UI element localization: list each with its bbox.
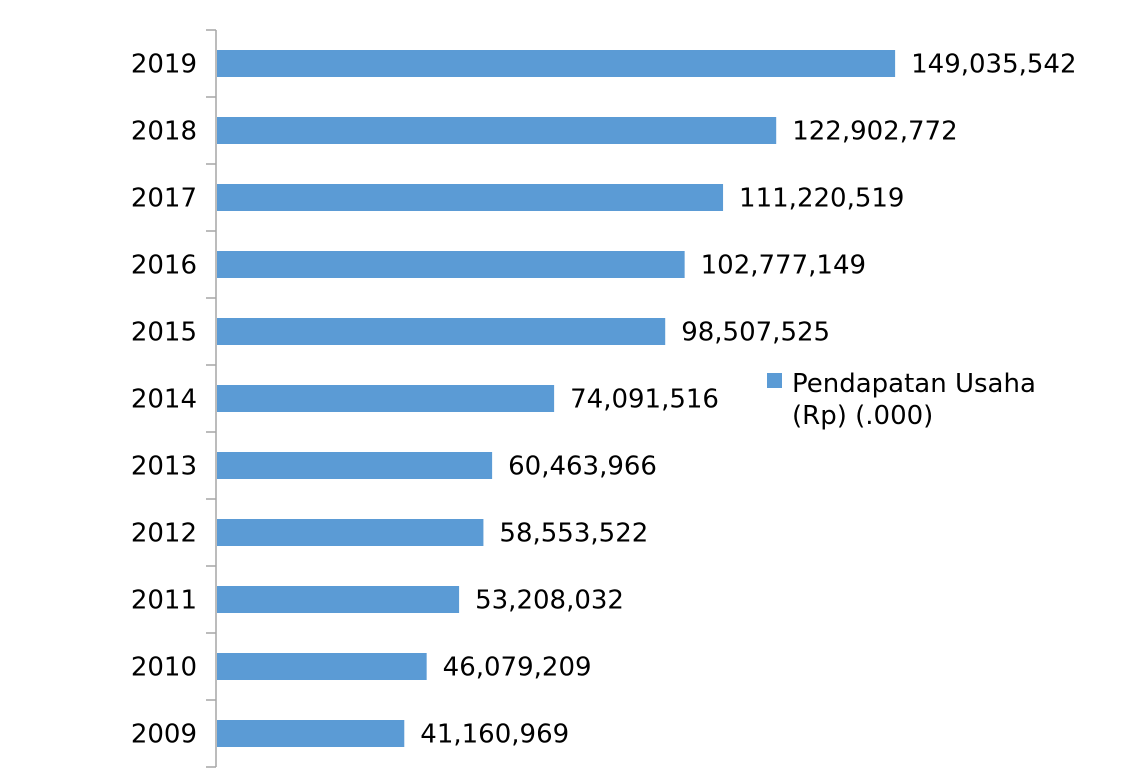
legend: Pendapatan Usaha (Rp) (.000)	[767, 369, 1036, 431]
value-label-2009: 41,160,969	[420, 720, 569, 750]
category-labels: 2019 2018 2017 2016 2015 2014 2013 2012 2011 2010…	[131, 50, 197, 750]
bar-2016	[217, 251, 685, 278]
legend-label-line-1: Pendapatan Usaha	[792, 369, 1036, 399]
y-axis	[206, 29, 217, 768]
category-label-2010: 2010	[131, 653, 197, 683]
bar-2010	[217, 653, 427, 680]
bar-2014	[217, 385, 555, 412]
category-label-2014: 2014	[131, 385, 197, 415]
category-label-2015: 2015	[131, 318, 197, 348]
value-label-2016: 102,777,149	[701, 251, 866, 281]
value-label-2019: 149,035,542	[911, 50, 1076, 80]
value-label-2015: 98,507,525	[681, 318, 830, 348]
bar-2019	[217, 50, 896, 77]
category-label-2016: 2016	[131, 251, 197, 281]
category-label-2009: 2009	[131, 720, 197, 750]
category-label-2017: 2017	[131, 184, 197, 214]
value-label-2018: 122,902,772	[792, 117, 957, 147]
value-label-2010: 46,079,209	[443, 653, 592, 683]
bars	[217, 50, 896, 747]
category-label-2013: 2013	[131, 452, 197, 482]
value-labels: 149,035,542 122,902,772 111,220,519 102,777…	[420, 50, 1076, 750]
value-label-2017: 111,220,519	[739, 184, 904, 214]
bar-2015	[217, 318, 666, 345]
bar-2012	[217, 519, 484, 546]
bar-2017	[217, 184, 724, 211]
bar-2018	[217, 117, 777, 144]
value-label-2013: 60,463,966	[508, 452, 657, 482]
bar-2011	[217, 586, 460, 613]
value-label-2014: 74,091,516	[570, 385, 719, 415]
category-label-2012: 2012	[131, 519, 197, 549]
bar-2013	[217, 452, 493, 479]
bar-2009	[217, 720, 405, 747]
category-label-2011: 2011	[131, 586, 197, 616]
value-label-2012: 58,553,522	[499, 519, 648, 549]
category-label-2018: 2018	[131, 117, 197, 147]
value-label-2011: 53,208,032	[475, 586, 624, 616]
legend-swatch	[767, 373, 782, 388]
category-label-2019: 2019	[131, 50, 197, 80]
legend-label-line-2: (Rp) (.000)	[792, 401, 933, 431]
